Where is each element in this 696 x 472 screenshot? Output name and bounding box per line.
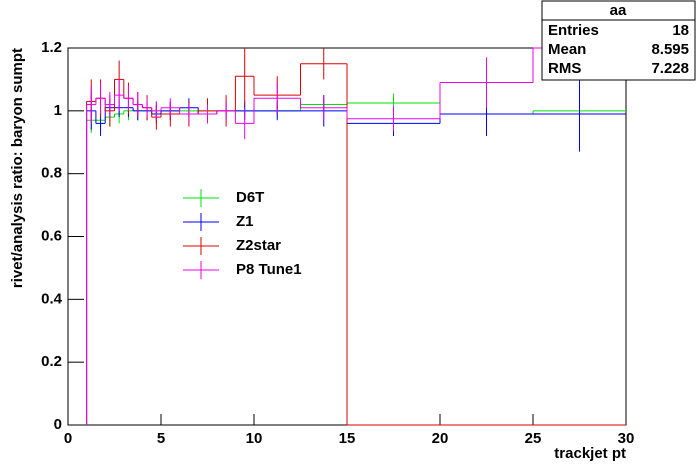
x-tick-label: 10 [246, 430, 263, 447]
y-tick-label: 1.2 [41, 39, 62, 56]
stats-label: Entries [548, 22, 599, 39]
stats-value: 8.595 [651, 41, 689, 58]
y-tick-label: 0.4 [41, 290, 63, 307]
stats-title: aa [610, 2, 627, 19]
stats-label: Mean [548, 41, 586, 58]
y-axis-label: rivet/analysis ratio: baryon sumpt [9, 48, 26, 288]
y-tick-label: 0 [54, 416, 62, 433]
x-tick-label: 20 [432, 430, 449, 447]
stats-box [541, 0, 696, 81]
y-tick-label: 1 [54, 102, 62, 119]
stats-value: 18 [672, 22, 689, 39]
x-tick-label: 15 [339, 430, 356, 447]
legend-label: D6T [236, 189, 264, 206]
x-tick-label: 30 [618, 430, 635, 447]
y-tick-label: 0.8 [41, 165, 62, 182]
y-tick-label: 0.2 [41, 353, 62, 370]
plot-area [86, 47, 626, 426]
legend-label: P8 Tune1 [236, 261, 302, 278]
y-tick-label: 0.6 [41, 227, 62, 244]
legend-label: Z2star [236, 237, 281, 254]
stats-value: 7.228 [651, 60, 689, 77]
x-tick-label: 25 [525, 430, 542, 447]
stats-label: RMS [548, 60, 581, 77]
legend-label: Z1 [236, 213, 254, 230]
x-tick-label: 5 [157, 430, 165, 447]
x-axis-label: trackjet pt [554, 445, 626, 462]
x-tick-label: 0 [64, 430, 72, 447]
